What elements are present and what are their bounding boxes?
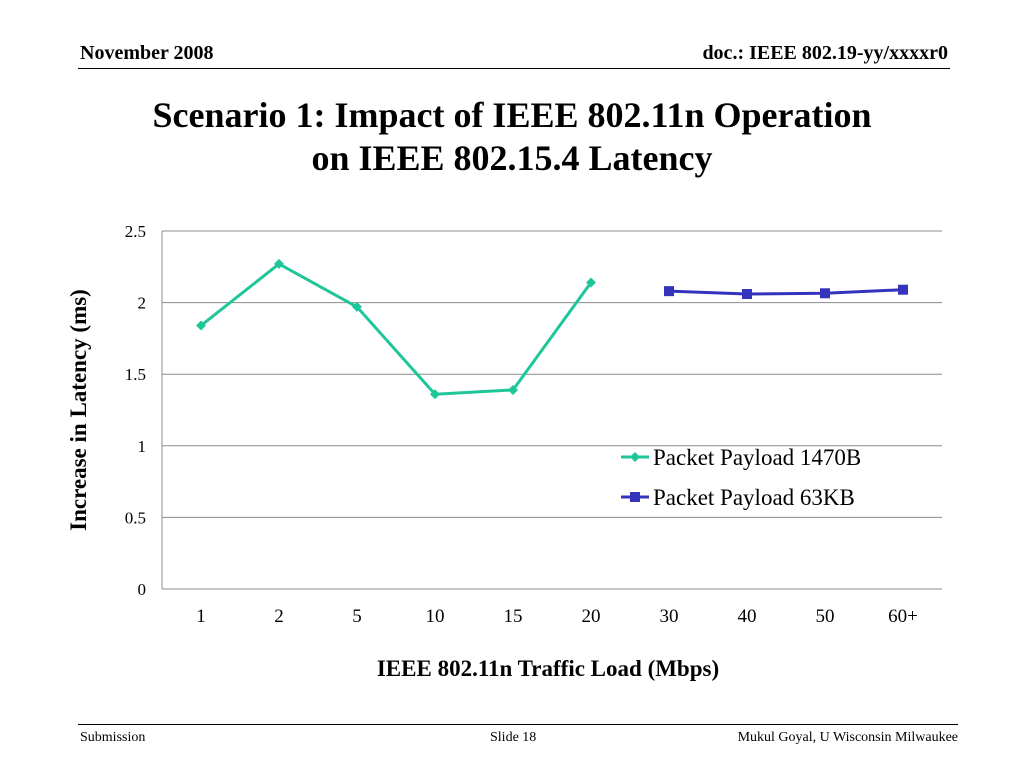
x-tick-label: 15: [504, 606, 523, 627]
legend-marker-2: [630, 492, 640, 502]
data-point-1: [430, 389, 440, 400]
y-axis-title: Increase in Latency (ms): [66, 289, 91, 531]
data-point-1: [196, 320, 206, 331]
footer-divider: [78, 724, 958, 725]
x-tick-label: 50: [816, 606, 835, 627]
slide-title-line-1: Scenario 1: Impact of IEEE 802.11n Opera…: [152, 95, 872, 135]
x-tick-label: 40: [738, 606, 757, 627]
series-line-2: [668, 288, 904, 296]
slide-title-line-2: on IEEE 802.15.4 Latency: [311, 138, 713, 179]
y-tick-label: 2.5: [125, 222, 146, 241]
header-divider: [78, 68, 950, 69]
header-doc-id: doc.: IEEE 802.19-yy/xxxxr0: [702, 42, 948, 64]
footer-submission: Submission: [80, 730, 146, 745]
footer-author: Mukul Goyal, U Wisconsin Milwaukee: [737, 730, 958, 745]
x-tick-label: 30: [660, 606, 679, 627]
x-tick-label: 20: [582, 606, 601, 627]
data-point-2: [664, 286, 674, 297]
x-tick-label: 60+: [888, 606, 918, 627]
y-tick-label: 1: [138, 437, 147, 456]
y-tick-label: 1.5: [125, 365, 146, 384]
slide-title: Scenario 1: Impact of IEEE 802.11n Opera…: [60, 94, 964, 180]
x-tick-label: 2: [274, 606, 284, 627]
y-tick-label: 0: [138, 580, 147, 599]
data-point-2: [820, 288, 830, 299]
data-point-1: [508, 384, 518, 395]
x-tick-label: 10: [426, 606, 445, 627]
data-point-2: [742, 289, 752, 300]
y-tick-label: 2: [138, 294, 147, 313]
x-tick-label: 5: [352, 606, 362, 627]
legend-label-2: Packet Payload 63KB: [653, 485, 855, 510]
data-point-2: [898, 284, 908, 295]
data-point-1: [586, 277, 596, 288]
y-tick-label: 0.5: [125, 508, 146, 527]
legend-label-1: Packet Payload 1470B: [653, 445, 861, 470]
legend-marker-1: [630, 452, 640, 462]
series-line-1: [200, 262, 593, 396]
x-tick-label: 1: [196, 606, 206, 627]
footer-slide-number: Slide 18: [490, 730, 537, 745]
data-point-1: [352, 301, 362, 312]
x-axis-title: IEEE 802.11n Traffic Load (Mbps): [377, 656, 719, 681]
header-date: November 2008: [80, 42, 214, 64]
data-point-1: [274, 258, 284, 269]
